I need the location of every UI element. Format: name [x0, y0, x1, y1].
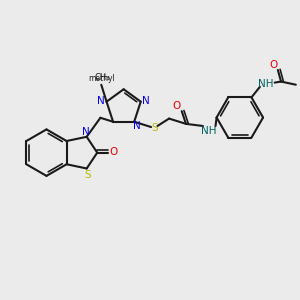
Text: S: S [84, 170, 91, 180]
Text: methyl: methyl [88, 74, 115, 83]
Text: CH₃: CH₃ [94, 73, 110, 82]
Text: S: S [151, 123, 158, 133]
Text: NH: NH [259, 79, 274, 89]
Text: O: O [269, 60, 278, 70]
Text: N: N [82, 127, 89, 136]
Text: N: N [142, 96, 150, 106]
Text: O: O [109, 147, 117, 157]
Text: N: N [98, 96, 105, 106]
Text: N: N [134, 121, 141, 131]
Text: O: O [172, 101, 181, 111]
Text: NH: NH [202, 126, 217, 136]
